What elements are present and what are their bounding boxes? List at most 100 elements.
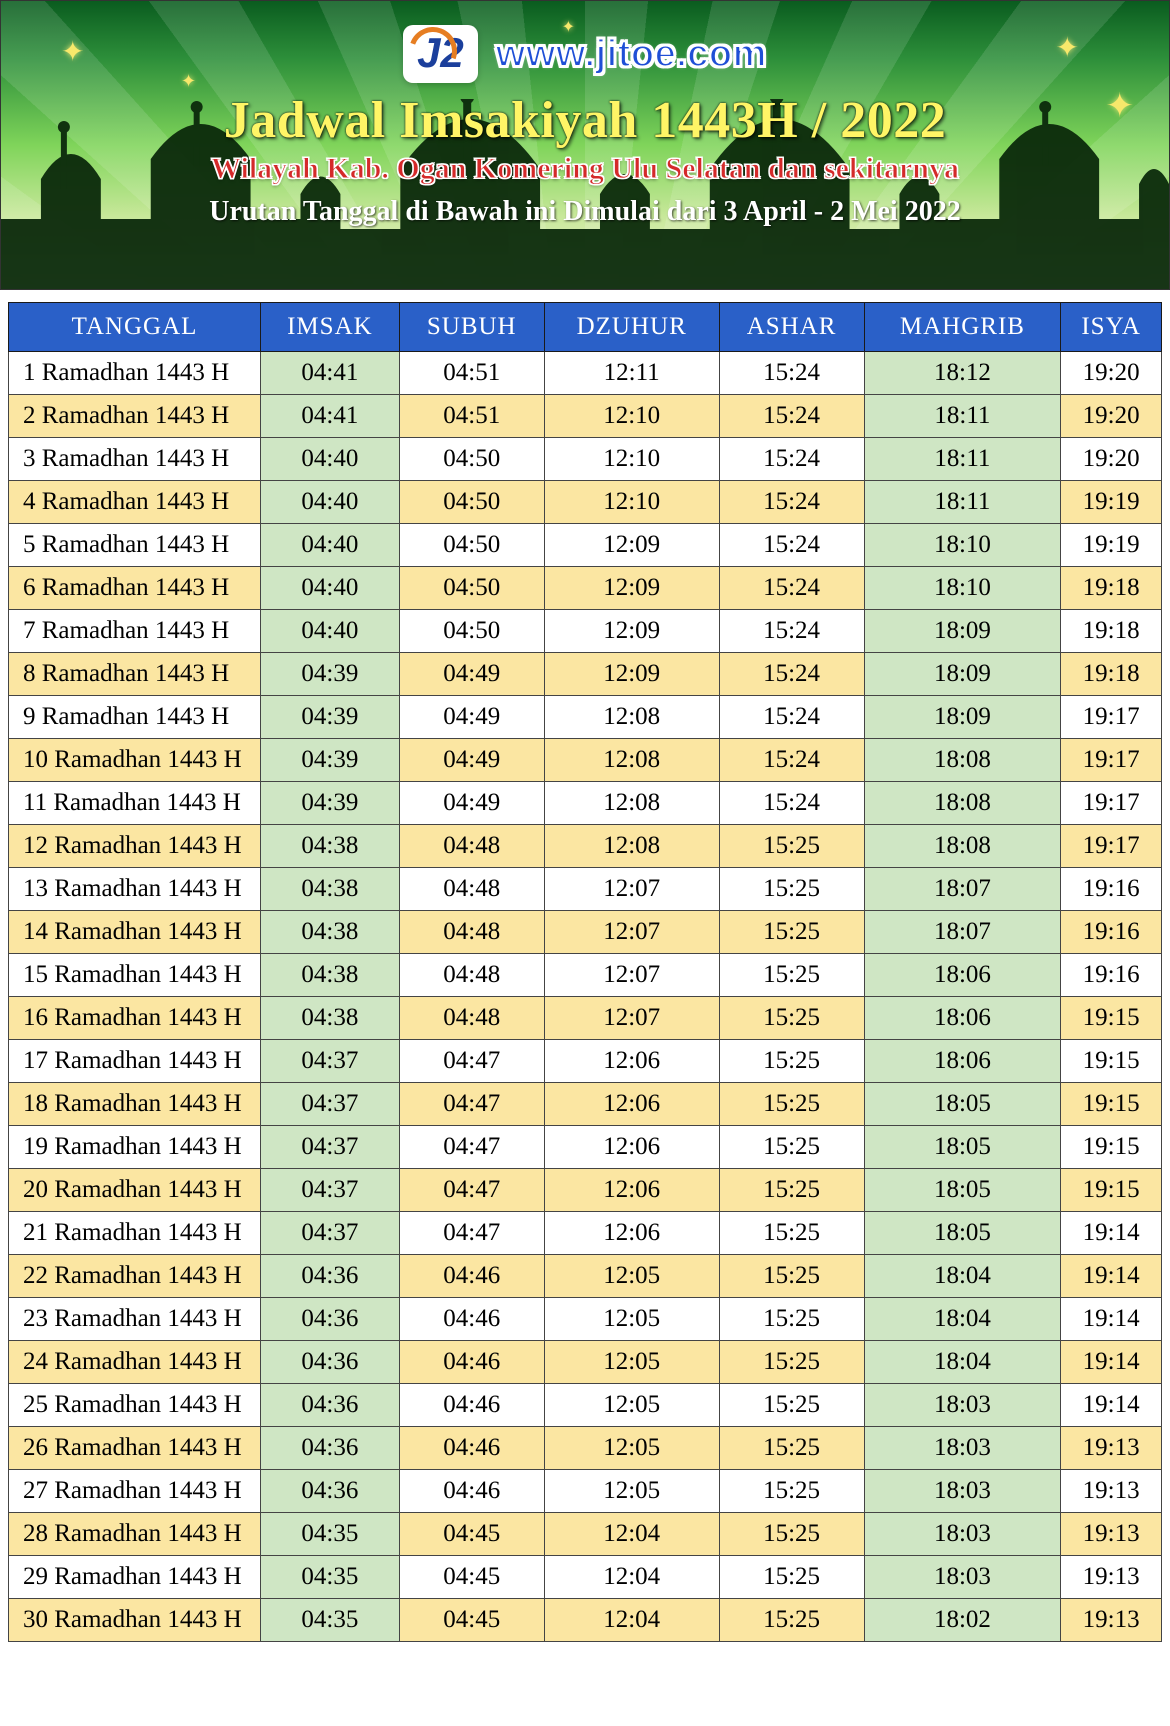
cell-mahgrib: 18:07 bbox=[864, 911, 1061, 954]
cell-mahgrib: 18:11 bbox=[864, 481, 1061, 524]
cell-imsak: 04:40 bbox=[261, 567, 400, 610]
cell-subuh: 04:49 bbox=[399, 696, 544, 739]
logo-row: J2 www.jitoe.com bbox=[1, 1, 1169, 83]
cell-imsak: 04:39 bbox=[261, 739, 400, 782]
col-tanggal: TANGGAL bbox=[9, 303, 261, 352]
cell-date: 13 Ramadhan 1443 H bbox=[9, 868, 261, 911]
cell-date: 29 Ramadhan 1443 H bbox=[9, 1556, 261, 1599]
cell-date: 14 Ramadhan 1443 H bbox=[9, 911, 261, 954]
cell-dzuhur: 12:09 bbox=[544, 567, 719, 610]
table-row: 23 Ramadhan 1443 H04:3604:4612:0515:2518… bbox=[9, 1298, 1162, 1341]
cell-subuh: 04:49 bbox=[399, 653, 544, 696]
cell-isya: 19:16 bbox=[1061, 911, 1162, 954]
cell-isya: 19:17 bbox=[1061, 825, 1162, 868]
col-subuh: SUBUH bbox=[399, 303, 544, 352]
cell-imsak: 04:37 bbox=[261, 1169, 400, 1212]
cell-date: 19 Ramadhan 1443 H bbox=[9, 1126, 261, 1169]
cell-date: 15 Ramadhan 1443 H bbox=[9, 954, 261, 997]
cell-ashar: 15:25 bbox=[719, 1427, 864, 1470]
cell-subuh: 04:46 bbox=[399, 1298, 544, 1341]
cell-imsak: 04:36 bbox=[261, 1384, 400, 1427]
cell-isya: 19:18 bbox=[1061, 653, 1162, 696]
cell-date: 21 Ramadhan 1443 H bbox=[9, 1212, 261, 1255]
cell-dzuhur: 12:06 bbox=[544, 1212, 719, 1255]
table-row: 24 Ramadhan 1443 H04:3604:4612:0515:2518… bbox=[9, 1341, 1162, 1384]
table-row: 12 Ramadhan 1443 H04:3804:4812:0815:2518… bbox=[9, 825, 1162, 868]
table-row: 9 Ramadhan 1443 H04:3904:4912:0815:2418:… bbox=[9, 696, 1162, 739]
cell-imsak: 04:41 bbox=[261, 352, 400, 395]
cell-ashar: 15:25 bbox=[719, 1169, 864, 1212]
cell-isya: 19:20 bbox=[1061, 352, 1162, 395]
cell-imsak: 04:37 bbox=[261, 1083, 400, 1126]
table-header-row: TANGGAL IMSAK SUBUH DZUHUR ASHAR MAHGRIB… bbox=[9, 303, 1162, 352]
cell-subuh: 04:47 bbox=[399, 1126, 544, 1169]
cell-isya: 19:15 bbox=[1061, 1169, 1162, 1212]
cell-ashar: 15:25 bbox=[719, 1556, 864, 1599]
cell-mahgrib: 18:03 bbox=[864, 1470, 1061, 1513]
banner: ✦ ✦ ✦ ✦ ✦ J2 www.jitoe.com Jadwal Imsaki… bbox=[0, 0, 1170, 290]
cell-isya: 19:14 bbox=[1061, 1341, 1162, 1384]
cell-ashar: 15:25 bbox=[719, 1384, 864, 1427]
col-imsak: IMSAK bbox=[261, 303, 400, 352]
cell-isya: 19:17 bbox=[1061, 782, 1162, 825]
cell-date: 23 Ramadhan 1443 H bbox=[9, 1298, 261, 1341]
cell-dzuhur: 12:08 bbox=[544, 782, 719, 825]
cell-mahgrib: 18:06 bbox=[864, 954, 1061, 997]
cell-date: 1 Ramadhan 1443 H bbox=[9, 352, 261, 395]
cell-date: 7 Ramadhan 1443 H bbox=[9, 610, 261, 653]
cell-dzuhur: 12:06 bbox=[544, 1169, 719, 1212]
table-row: 15 Ramadhan 1443 H04:3804:4812:0715:2518… bbox=[9, 954, 1162, 997]
cell-date: 8 Ramadhan 1443 H bbox=[9, 653, 261, 696]
cell-dzuhur: 12:10 bbox=[544, 395, 719, 438]
cell-imsak: 04:35 bbox=[261, 1513, 400, 1556]
cell-isya: 19:16 bbox=[1061, 868, 1162, 911]
cell-dzuhur: 12:04 bbox=[544, 1599, 719, 1642]
cell-subuh: 04:45 bbox=[399, 1513, 544, 1556]
logo-text: J2 bbox=[417, 29, 464, 77]
cell-subuh: 04:46 bbox=[399, 1384, 544, 1427]
cell-ashar: 15:25 bbox=[719, 1341, 864, 1384]
cell-imsak: 04:41 bbox=[261, 395, 400, 438]
cell-isya: 19:14 bbox=[1061, 1384, 1162, 1427]
cell-dzuhur: 12:08 bbox=[544, 739, 719, 782]
cell-imsak: 04:37 bbox=[261, 1126, 400, 1169]
table-row: 7 Ramadhan 1443 H04:4004:5012:0915:2418:… bbox=[9, 610, 1162, 653]
cell-mahgrib: 18:07 bbox=[864, 868, 1061, 911]
cell-date: 11 Ramadhan 1443 H bbox=[9, 782, 261, 825]
cell-isya: 19:17 bbox=[1061, 739, 1162, 782]
cell-date: 4 Ramadhan 1443 H bbox=[9, 481, 261, 524]
table-row: 27 Ramadhan 1443 H04:3604:4612:0515:2518… bbox=[9, 1470, 1162, 1513]
site-url: www.jitoe.com bbox=[496, 33, 767, 76]
cell-imsak: 04:38 bbox=[261, 911, 400, 954]
cell-isya: 19:14 bbox=[1061, 1212, 1162, 1255]
cell-ashar: 15:24 bbox=[719, 567, 864, 610]
cell-subuh: 04:47 bbox=[399, 1040, 544, 1083]
cell-subuh: 04:47 bbox=[399, 1212, 544, 1255]
cell-ashar: 15:25 bbox=[719, 954, 864, 997]
cell-subuh: 04:51 bbox=[399, 395, 544, 438]
cell-dzuhur: 12:05 bbox=[544, 1341, 719, 1384]
cell-dzuhur: 12:07 bbox=[544, 868, 719, 911]
cell-ashar: 15:25 bbox=[719, 868, 864, 911]
cell-imsak: 04:40 bbox=[261, 438, 400, 481]
cell-subuh: 04:50 bbox=[399, 567, 544, 610]
cell-isya: 19:18 bbox=[1061, 567, 1162, 610]
cell-mahgrib: 18:09 bbox=[864, 696, 1061, 739]
cell-mahgrib: 18:10 bbox=[864, 567, 1061, 610]
cell-imsak: 04:35 bbox=[261, 1556, 400, 1599]
cell-ashar: 15:25 bbox=[719, 1083, 864, 1126]
cell-date: 30 Ramadhan 1443 H bbox=[9, 1599, 261, 1642]
table-row: 11 Ramadhan 1443 H04:3904:4912:0815:2418… bbox=[9, 782, 1162, 825]
table-row: 19 Ramadhan 1443 H04:3704:4712:0615:2518… bbox=[9, 1126, 1162, 1169]
cell-dzuhur: 12:06 bbox=[544, 1126, 719, 1169]
cell-dzuhur: 12:05 bbox=[544, 1255, 719, 1298]
table-row: 21 Ramadhan 1443 H04:3704:4712:0615:2518… bbox=[9, 1212, 1162, 1255]
cell-dzuhur: 12:10 bbox=[544, 438, 719, 481]
cell-isya: 19:13 bbox=[1061, 1470, 1162, 1513]
cell-dzuhur: 12:09 bbox=[544, 653, 719, 696]
cell-ashar: 15:25 bbox=[719, 997, 864, 1040]
cell-subuh: 04:46 bbox=[399, 1255, 544, 1298]
cell-mahgrib: 18:08 bbox=[864, 739, 1061, 782]
cell-mahgrib: 18:09 bbox=[864, 610, 1061, 653]
cell-ashar: 15:24 bbox=[719, 395, 864, 438]
